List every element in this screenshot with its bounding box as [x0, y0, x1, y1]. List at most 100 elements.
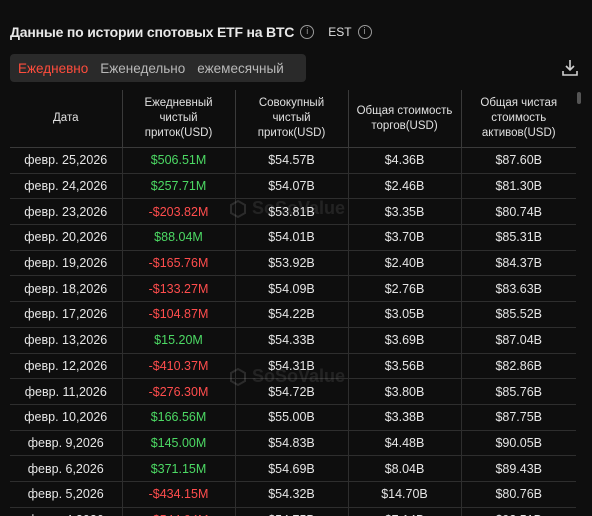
- table-row[interactable]: февр. 19,2026 -$165.76M $53.92B $2.40B $84.3…: [10, 250, 576, 277]
- table-row[interactable]: февр. 4,2026-$544.94M$54.75B$7.14B$93.51…: [10, 507, 576, 516]
- cell-date: февр. 23,2026: [10, 198, 123, 226]
- cell-net-assets: $90.05B: [461, 430, 576, 457]
- cell-cumulative-inflow: $54.83B: [235, 430, 349, 457]
- cell-cumulative-inflow: $55.00B: [235, 404, 349, 431]
- download-icon[interactable]: [560, 58, 580, 78]
- cell-date: февр. 5,2026: [10, 481, 123, 508]
- cell-net-assets: $83.63B: [461, 275, 576, 303]
- cell-daily-inflow: $88.04M: [122, 224, 236, 251]
- cell-cumulative-inflow: $54.32B: [235, 481, 349, 508]
- cell-date: февр. 10,2026: [10, 404, 123, 431]
- column-header-daily-inflow[interactable]: Ежедневный чистый приток(USD): [122, 90, 236, 148]
- cell-daily-inflow: -$434.15M: [122, 481, 236, 508]
- table-row[interactable]: февр. 11,2026 -$276.30M $54.72B $3.80B $85.7…: [10, 378, 576, 405]
- table-row[interactable]: февр. 18,2026 -$133.27M $54.09B $2.76B $83.6…: [10, 275, 576, 303]
- cell-total-volume: $3.69B: [348, 327, 462, 354]
- cell-total-volume: $4.36B: [348, 147, 462, 174]
- cell-daily-inflow: $145.00M: [122, 430, 236, 457]
- timezone-info-icon[interactable]: i: [357, 25, 372, 39]
- table-header-row: Дата Ежедневный чистый приток(USD) Совок…: [10, 90, 576, 148]
- cell-net-assets: $87.75B: [461, 404, 576, 431]
- column-header-cumulative-inflow[interactable]: Совокупный чистый приток(USD): [235, 90, 349, 148]
- cell-date: февр. 17,2026: [10, 301, 123, 328]
- cell-cumulative-inflow: $53.92B: [235, 250, 349, 277]
- cell-daily-inflow: $15.20M: [122, 327, 236, 354]
- cell-total-volume: $3.56B: [348, 353, 462, 380]
- cell-cumulative-inflow: $54.75B: [235, 507, 349, 516]
- header: Данные по истории спотовых ETF на BTC i …: [10, 22, 372, 42]
- cell-daily-inflow: -$544.94M: [122, 507, 236, 516]
- cell-net-assets: $80.74B: [461, 198, 576, 226]
- cell-total-volume: $2.76B: [348, 275, 462, 303]
- cell-net-assets: $85.52B: [461, 301, 576, 328]
- cell-date: февр. 11,2026: [10, 378, 123, 405]
- cell-net-assets: $85.31B: [461, 224, 576, 251]
- cell-cumulative-inflow: $53.81B: [235, 198, 349, 226]
- cell-net-assets: $81.30B: [461, 173, 576, 200]
- cell-total-volume: $2.46B: [348, 173, 462, 200]
- cell-date: февр. 24,2026: [10, 173, 123, 200]
- cell-net-assets: $85.76B: [461, 378, 576, 405]
- cell-net-assets: $87.04B: [461, 327, 576, 354]
- tab-monthly[interactable]: ежемесячный: [197, 60, 284, 76]
- cell-total-volume: $4.48B: [348, 430, 462, 457]
- period-tabs: Ежедневно Еженедельно ежемесячный: [10, 54, 306, 82]
- cell-net-assets: $89.43B: [461, 455, 576, 482]
- cell-daily-inflow: -$410.37M: [122, 353, 236, 380]
- cell-total-volume: $14.70B: [348, 481, 462, 508]
- cell-cumulative-inflow: $54.31B: [235, 353, 349, 380]
- table-row[interactable]: февр. 5,2026 -$434.15M $54.32B $14.70B $80.7…: [10, 481, 576, 508]
- table-row[interactable]: февр. 23,2026 -$203.82M $53.81B $3.35B $80.7…: [10, 198, 576, 226]
- cell-net-assets: $93.51B: [461, 507, 576, 516]
- tab-daily[interactable]: Ежедневно: [18, 60, 89, 76]
- table-row[interactable]: февр. 13,2026 $15.20M $54.33B $3.69B $87.04B: [10, 327, 576, 354]
- cell-cumulative-inflow: $54.22B: [235, 301, 349, 328]
- cell-cumulative-inflow: $54.01B: [235, 224, 349, 251]
- table-row[interactable]: февр. 24,2026 $257.71M $54.07B $2.46B $81.30…: [10, 173, 576, 200]
- cell-net-assets: $84.37B: [461, 250, 576, 277]
- cell-cumulative-inflow: $54.69B: [235, 455, 349, 482]
- cell-net-assets: $87.60B: [461, 147, 576, 174]
- scrollbar-thumb[interactable]: [577, 92, 581, 104]
- cell-date: февр. 6,2026: [10, 455, 123, 482]
- cell-date: февр. 20,2026: [10, 224, 123, 251]
- cell-daily-inflow: $257.71M: [122, 173, 236, 200]
- cell-date: февр. 9,2026: [10, 430, 123, 457]
- table-row[interactable]: февр. 17,2026 -$104.87M $54.22B $3.05B $85.5…: [10, 301, 576, 328]
- table-row[interactable]: февр. 6,2026 $371.15M $54.69B $8.04B $89.43B: [10, 455, 576, 482]
- table-row[interactable]: февр. 25,2026 $506.51M $54.57B $4.36B $87.60…: [10, 147, 576, 174]
- cell-date: февр. 13,2026: [10, 327, 123, 354]
- column-header-net-assets[interactable]: Общая чистая стоимость активов(USD): [461, 90, 576, 148]
- cell-total-volume: $3.80B: [348, 378, 462, 405]
- table-row[interactable]: февр. 20,2026 $88.04M $54.01B $3.70B $85.31B: [10, 224, 576, 251]
- cell-total-volume: $3.35B: [348, 198, 462, 226]
- info-icon[interactable]: i: [300, 25, 315, 39]
- cell-daily-inflow: -$165.76M: [122, 250, 236, 277]
- table-body: февр. 25,2026 $506.51M $54.57B $4.36B $87.60…: [10, 147, 576, 516]
- cell-date: февр. 18,2026: [10, 275, 123, 303]
- column-header-total-volume[interactable]: Общая стоимость торгов(USD): [348, 90, 462, 148]
- cell-cumulative-inflow: $54.57B: [235, 147, 349, 174]
- etf-history-table: Дата Ежедневный чистый приток(USD) Совок…: [10, 90, 576, 516]
- cell-daily-inflow: $166.56M: [122, 404, 236, 431]
- cell-total-volume: $3.05B: [348, 301, 462, 328]
- tab-weekly[interactable]: Еженедельно: [100, 60, 186, 76]
- cell-daily-inflow: $506.51M: [122, 147, 236, 174]
- column-header-date[interactable]: Дата: [10, 90, 123, 148]
- table-row[interactable]: февр. 9,2026 $145.00M $54.83B $4.48B $90.05B: [10, 430, 576, 457]
- page-title: Данные по истории спотовых ETF на BTC: [10, 24, 295, 40]
- cell-date: февр. 4,2026: [10, 507, 123, 516]
- cell-total-volume: $3.70B: [348, 224, 462, 251]
- timezone-label: EST: [328, 25, 352, 39]
- cell-date: февр. 12,2026: [10, 353, 123, 380]
- cell-net-assets: $82.86B: [461, 353, 576, 380]
- table-row[interactable]: февр. 12,2026 -$410.37M $54.31B $3.56B $82.8…: [10, 353, 576, 380]
- cell-cumulative-inflow: $54.72B: [235, 378, 349, 405]
- cell-cumulative-inflow: $54.33B: [235, 327, 349, 354]
- cell-date: февр. 19,2026: [10, 250, 123, 277]
- cell-net-assets: $80.76B: [461, 481, 576, 508]
- cell-daily-inflow: $371.15M: [122, 455, 236, 482]
- cell-daily-inflow: -$104.87M: [122, 301, 236, 328]
- table-row[interactable]: февр. 10,2026 $166.56M $55.00B $3.38B $87.75…: [10, 404, 576, 431]
- cell-daily-inflow: -$133.27M: [122, 275, 236, 303]
